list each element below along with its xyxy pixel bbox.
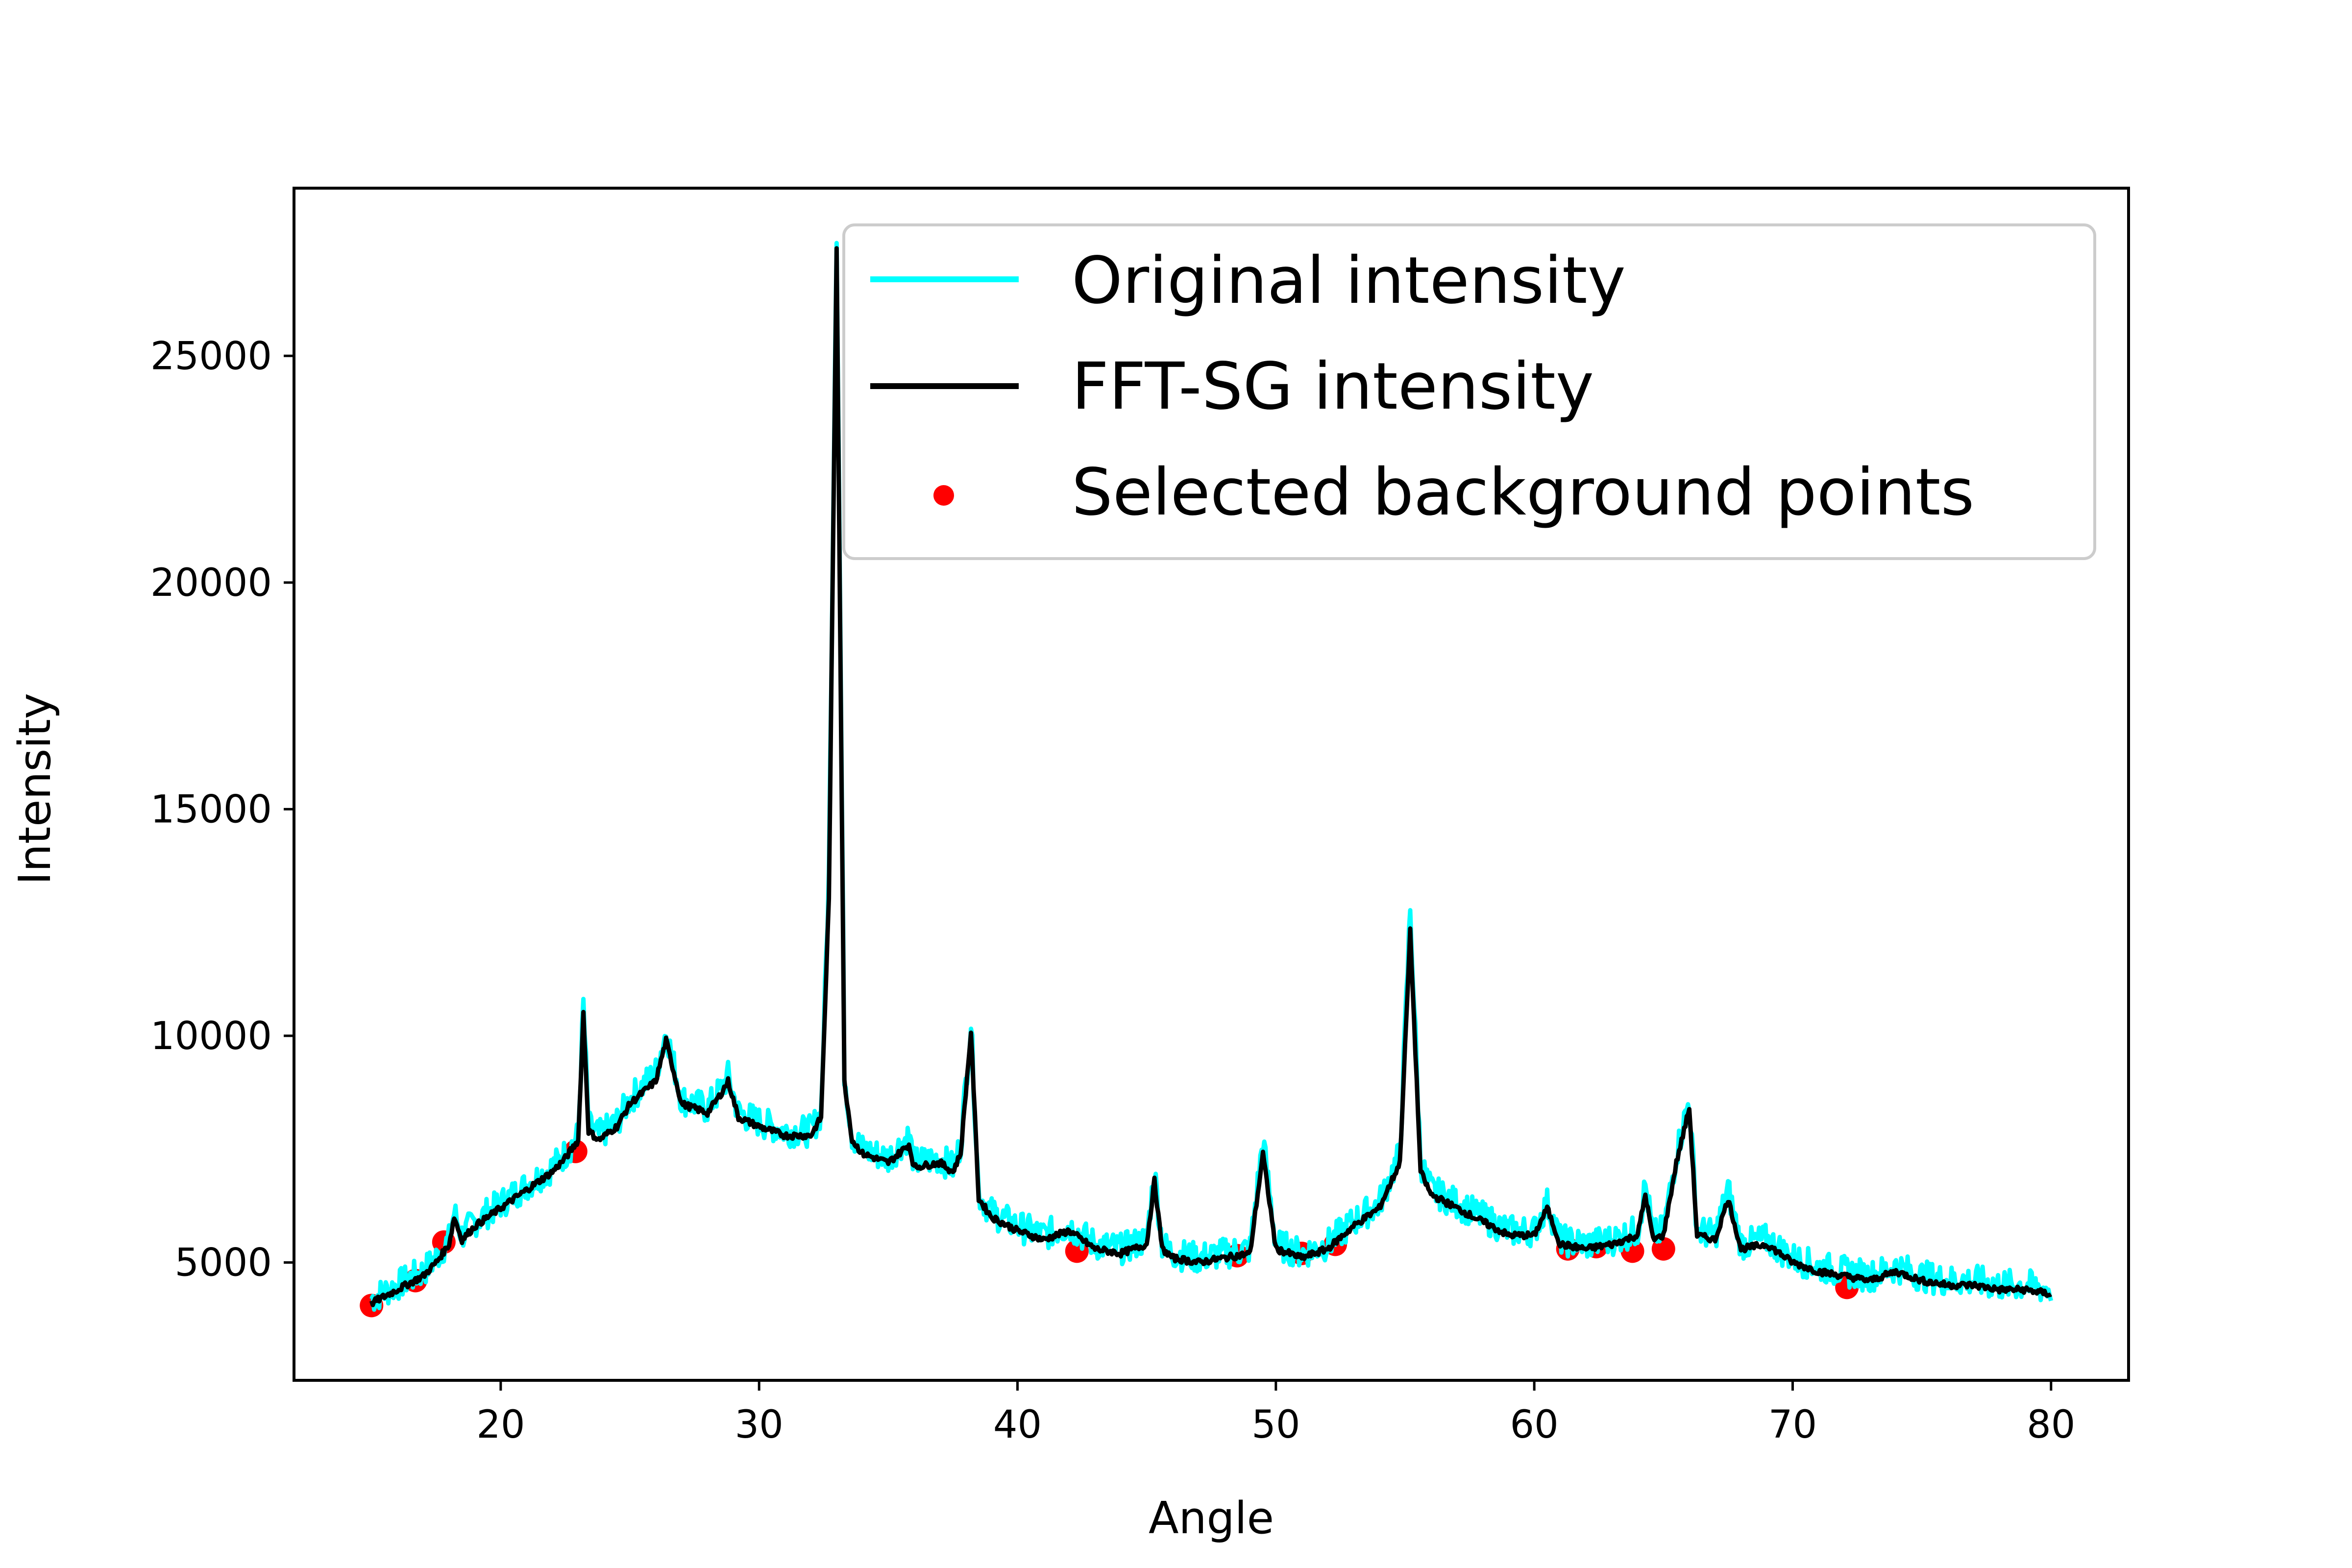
y-axis-label: Intensity (9, 693, 61, 885)
legend: Original intensity FFT-SG intensity Sele… (842, 223, 2096, 560)
legend-label-original: Original intensity (1072, 243, 1626, 318)
series-line-fftsg (369, 246, 2053, 1307)
x-tick-label: 80 (2027, 1403, 2075, 1447)
x-tick-label: 70 (1768, 1403, 1817, 1447)
y-tick-label: 25000 (150, 334, 272, 378)
x-tick-label: 20 (476, 1403, 525, 1447)
y-axis: 5000 10000 15000 20000 25000 (150, 334, 294, 1285)
x-axis: 20 30 40 50 60 70 80 (476, 1380, 2075, 1447)
legend-marker-background (933, 485, 954, 506)
y-tick-label: 5000 (174, 1241, 272, 1285)
x-axis-label: Angle (1149, 1493, 1274, 1544)
plot-area (360, 241, 2054, 1318)
legend-label-fftsg: FFT-SG intensity (1072, 349, 1594, 424)
plot-frame (293, 187, 2130, 1382)
x-tick-label: 60 (1510, 1403, 1559, 1447)
legend-label-background: Selected background points (1072, 455, 1974, 530)
y-tick-label: 15000 (150, 787, 272, 832)
y-tick-label: 20000 (150, 561, 272, 605)
x-tick-label: 30 (735, 1403, 784, 1447)
x-tick-label: 50 (1251, 1403, 1300, 1447)
legend-box (842, 223, 2096, 560)
y-tick-label: 10000 (150, 1014, 272, 1058)
x-tick-label: 40 (993, 1403, 1042, 1447)
